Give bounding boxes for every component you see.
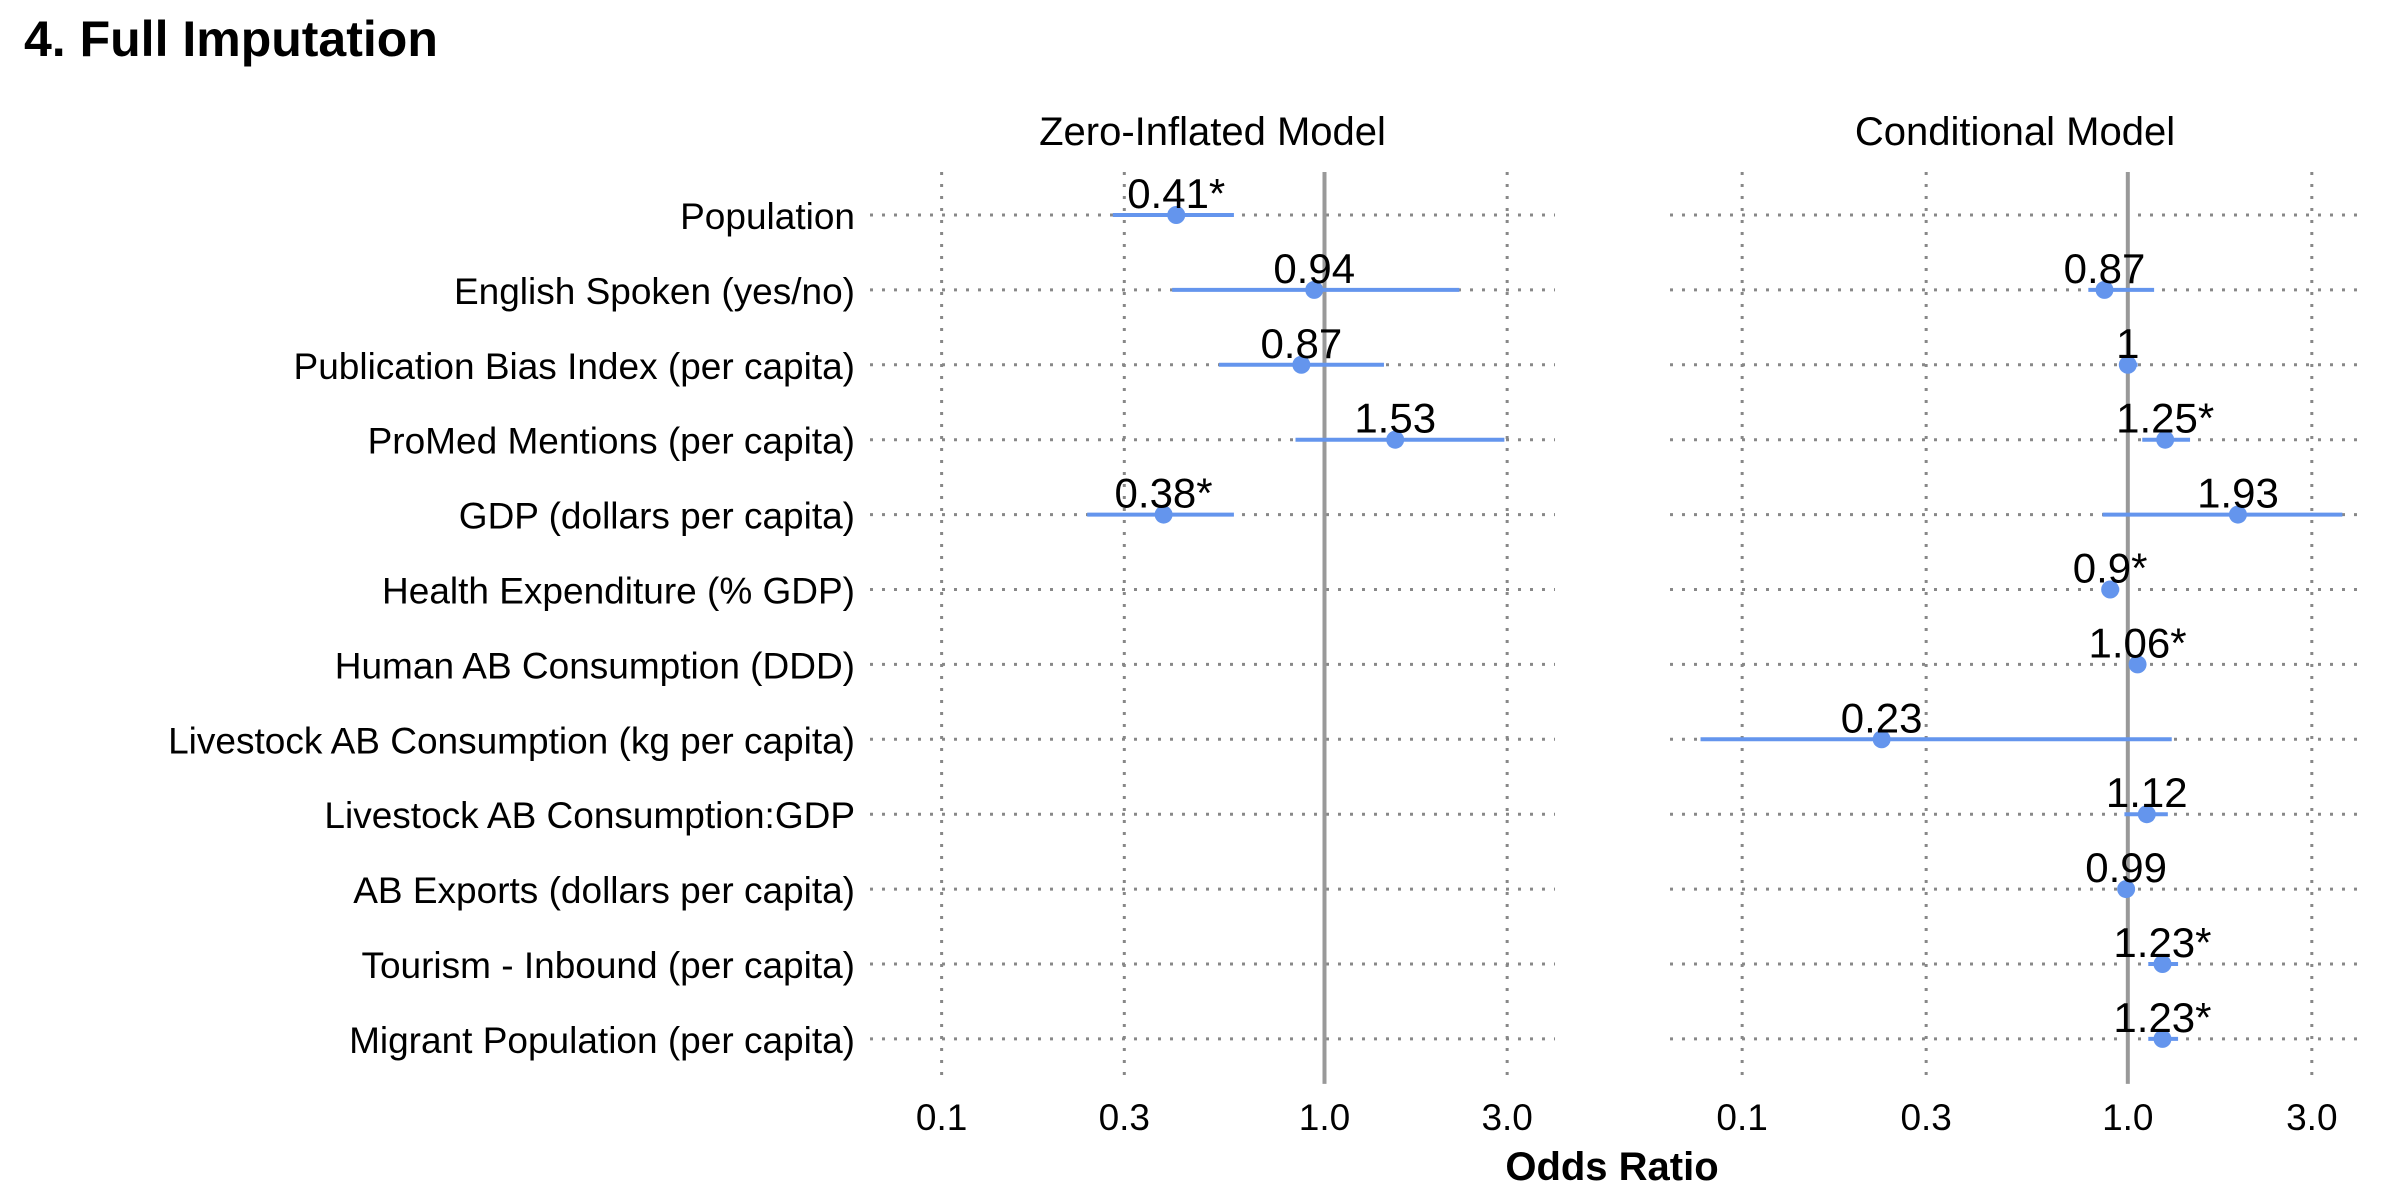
data-label: 0.87 (1260, 320, 1342, 367)
data-label: 1.25* (2116, 395, 2214, 442)
x-tick-label: 0.3 (1900, 1097, 1951, 1138)
data-label: 1.23* (2113, 994, 2211, 1041)
category-label: GDP (dollars per capita) (459, 496, 855, 537)
data-label: 0.38* (1115, 470, 1213, 517)
data-label: 0.41* (1127, 170, 1225, 217)
category-label: Publication Bias Index (per capita) (294, 346, 855, 387)
data-label: 1 (2116, 320, 2139, 367)
data-label: 1.23* (2113, 919, 2211, 966)
category-label: Tourism - Inbound (per capita) (361, 945, 855, 986)
point-estimate (2156, 430, 2175, 449)
category-label: Population (680, 196, 855, 237)
point-estimate (1386, 430, 1405, 449)
x-tick-label: 3.0 (2286, 1097, 2337, 1138)
point-estimate (2101, 580, 2120, 599)
category-label: Livestock AB Consumption (kg per capita) (168, 720, 855, 761)
data-label: 1.53 (1354, 395, 1436, 442)
data-label: 1.12 (2106, 769, 2188, 816)
x-tick-label: 1.0 (1299, 1097, 1350, 1138)
point-estimate (1167, 206, 1186, 224)
data-label: 0.9* (2073, 545, 2148, 592)
category-label: Human AB Consumption (DDD) (335, 645, 855, 686)
x-tick-label: 0.1 (916, 1097, 967, 1138)
category-label: AB Exports (dollars per capita) (353, 870, 855, 911)
category-label: Livestock AB Consumption:GDP (324, 795, 855, 836)
data-label: 0.87 (2064, 245, 2146, 292)
point-estimate (2117, 880, 2136, 899)
point-estimate (1872, 730, 1891, 749)
x-axis-label: Odds Ratio (1505, 1145, 1718, 1189)
data-label: 1.93 (2197, 470, 2279, 517)
x-tick-label: 0.3 (1099, 1097, 1150, 1138)
point-estimate (1154, 505, 1173, 524)
page-title: 4. Full Imputation (24, 11, 438, 67)
category-label: English Spoken (yes/no) (454, 271, 855, 312)
data-label: 0.23 (1841, 694, 1923, 741)
point-estimate (2137, 805, 2156, 824)
category-label: Health Expenditure (% GDP) (382, 571, 855, 612)
point-estimate (2095, 280, 2114, 299)
point-estimate (2228, 505, 2247, 524)
data-label: 0.94 (1273, 245, 1355, 292)
data-label: 0.99 (2085, 844, 2167, 891)
point-estimate (1305, 280, 1324, 299)
panel-title: Zero-Inflated Model (1039, 110, 1386, 154)
x-tick-label: 0.1 (1716, 1097, 1767, 1138)
point-estimate (2153, 1029, 2172, 1048)
category-label: Migrant Population (per capita) (349, 1020, 855, 1061)
panel-title: Conditional Model (1855, 110, 2175, 154)
point-estimate (2128, 655, 2147, 674)
point-estimate (1292, 355, 1311, 374)
x-tick-label: 1.0 (2102, 1097, 2153, 1138)
data-label: 1.06* (2089, 619, 2187, 666)
point-estimate (2153, 955, 2172, 973)
category-label: ProMed Mentions (per capita) (368, 421, 855, 462)
x-tick-label: 3.0 (1481, 1097, 1532, 1138)
point-estimate (2118, 355, 2137, 374)
